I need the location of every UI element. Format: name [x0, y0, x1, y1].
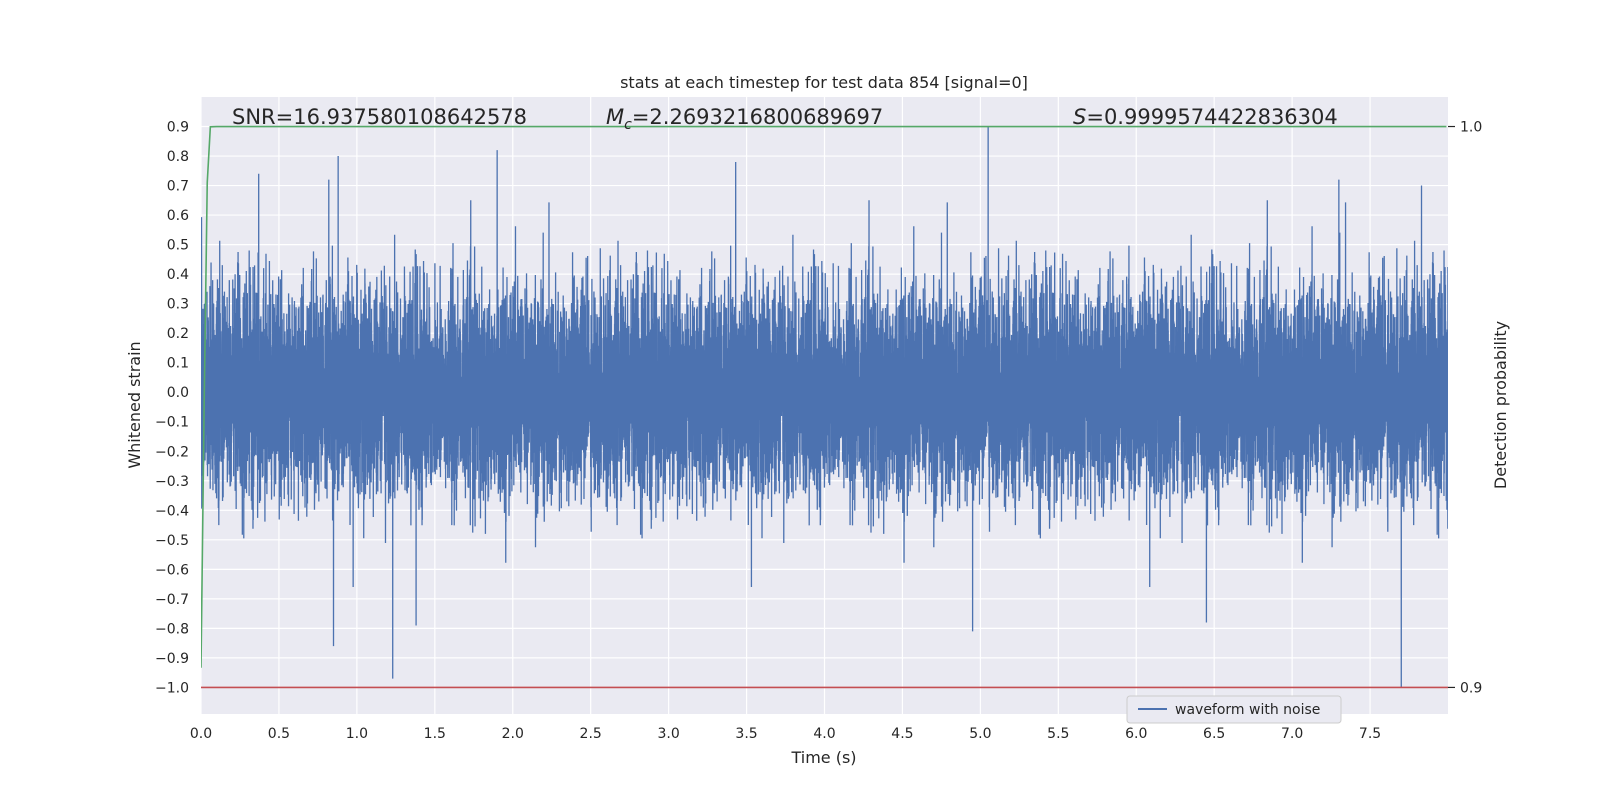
y-tick-label: 0.6 [167, 208, 189, 224]
y-tick-label: −1.0 [155, 680, 189, 696]
x-tick-label: 4.5 [891, 726, 913, 742]
detection-probability-line [201, 125, 1447, 668]
y-tick-label: −0.4 [155, 503, 189, 519]
x-tick-label: 7.5 [1359, 726, 1381, 742]
x-tick-label: 5.0 [969, 726, 991, 742]
chart-title: stats at each timestep for test data 854… [620, 73, 1028, 92]
x-tick-label: 0.5 [268, 726, 290, 742]
legend: waveform with noise [1126, 695, 1342, 724]
y-tick-label: 0.2 [167, 326, 189, 342]
y-tick-label: −0.5 [155, 533, 189, 549]
x-axis-label: Time (s) [790, 748, 856, 767]
y-tick-label: 0.4 [167, 267, 189, 283]
y-tick-label: 0.5 [167, 238, 189, 254]
y-tick-label: −0.6 [155, 562, 189, 578]
y-tick-label: −0.2 [155, 444, 189, 460]
x-tick-label: 0.0 [190, 726, 212, 742]
y-tick-label: −0.3 [155, 474, 189, 490]
y-tick-label: −0.7 [155, 592, 189, 608]
y-axis-label: Whitened strain [125, 341, 144, 468]
x-tick-label: 1.5 [424, 726, 446, 742]
x-tick-label: 4.0 [813, 726, 835, 742]
x-tick-label: 6.5 [1203, 726, 1225, 742]
series-detection-probability [201, 125, 1447, 668]
s-value: =0.9999574422836304 [1086, 105, 1337, 129]
x-tick-label: 7.0 [1281, 726, 1303, 742]
s-annotation: S=0.9999574422836304 [1073, 105, 1338, 129]
x-tick-label: 6.0 [1125, 726, 1147, 742]
y2-tick-label: 1.0 [1460, 120, 1482, 136]
legend-box [1126, 695, 1342, 724]
y-tick-label: −0.1 [155, 415, 189, 431]
y-tick-label: 0.7 [167, 179, 189, 195]
s-symbol: S [1073, 105, 1086, 129]
snr-annotation: SNR=16.937580108642578 [232, 105, 527, 129]
mc-symbol: M [606, 105, 624, 129]
series-waveform [201, 126, 1448, 688]
y-tick-label: 0.9 [167, 120, 189, 136]
legend-label-waveform: waveform with noise [1175, 702, 1320, 718]
x-tick-label: 5.5 [1047, 726, 1069, 742]
y-tick-label: 0.0 [167, 385, 189, 401]
x-tick-label: 2.0 [502, 726, 524, 742]
y-tick-label: 0.8 [167, 149, 189, 165]
y2-axis: 1.0 0.9 [1448, 120, 1482, 696]
y2-tick-label: 0.9 [1460, 680, 1482, 696]
mc-annotation: Mc=2.2693216800689697 [606, 105, 883, 133]
x-tick-label: 1.0 [346, 726, 368, 742]
y-tick-label: −0.9 [155, 651, 189, 667]
y-tick-label: 0.3 [167, 297, 189, 313]
x-tick-label: 3.0 [657, 726, 679, 742]
x-tick-label: 3.5 [735, 726, 757, 742]
mc-subscript: c [624, 117, 632, 133]
waveform-line [201, 126, 1448, 688]
y-tick-label: 0.1 [167, 356, 189, 372]
y2-axis-label: Detection probability [1491, 321, 1510, 489]
mc-value: =2.2693216800689697 [632, 105, 883, 129]
y-tick-label: −0.8 [155, 621, 189, 637]
x-tick-label: 2.5 [580, 726, 602, 742]
x-axis: 0.0 0.5 1.0 1.5 2.0 2.5 3.0 3.5 4.0 4.5 5.0 5.5 6.0 6… [190, 726, 1381, 742]
y-axis: 0.9 0.8 0.7 0.6 0.5 0.4 0.3 0.2 0.1 0.0 −0.1 −0.2 −0… [155, 120, 189, 697]
